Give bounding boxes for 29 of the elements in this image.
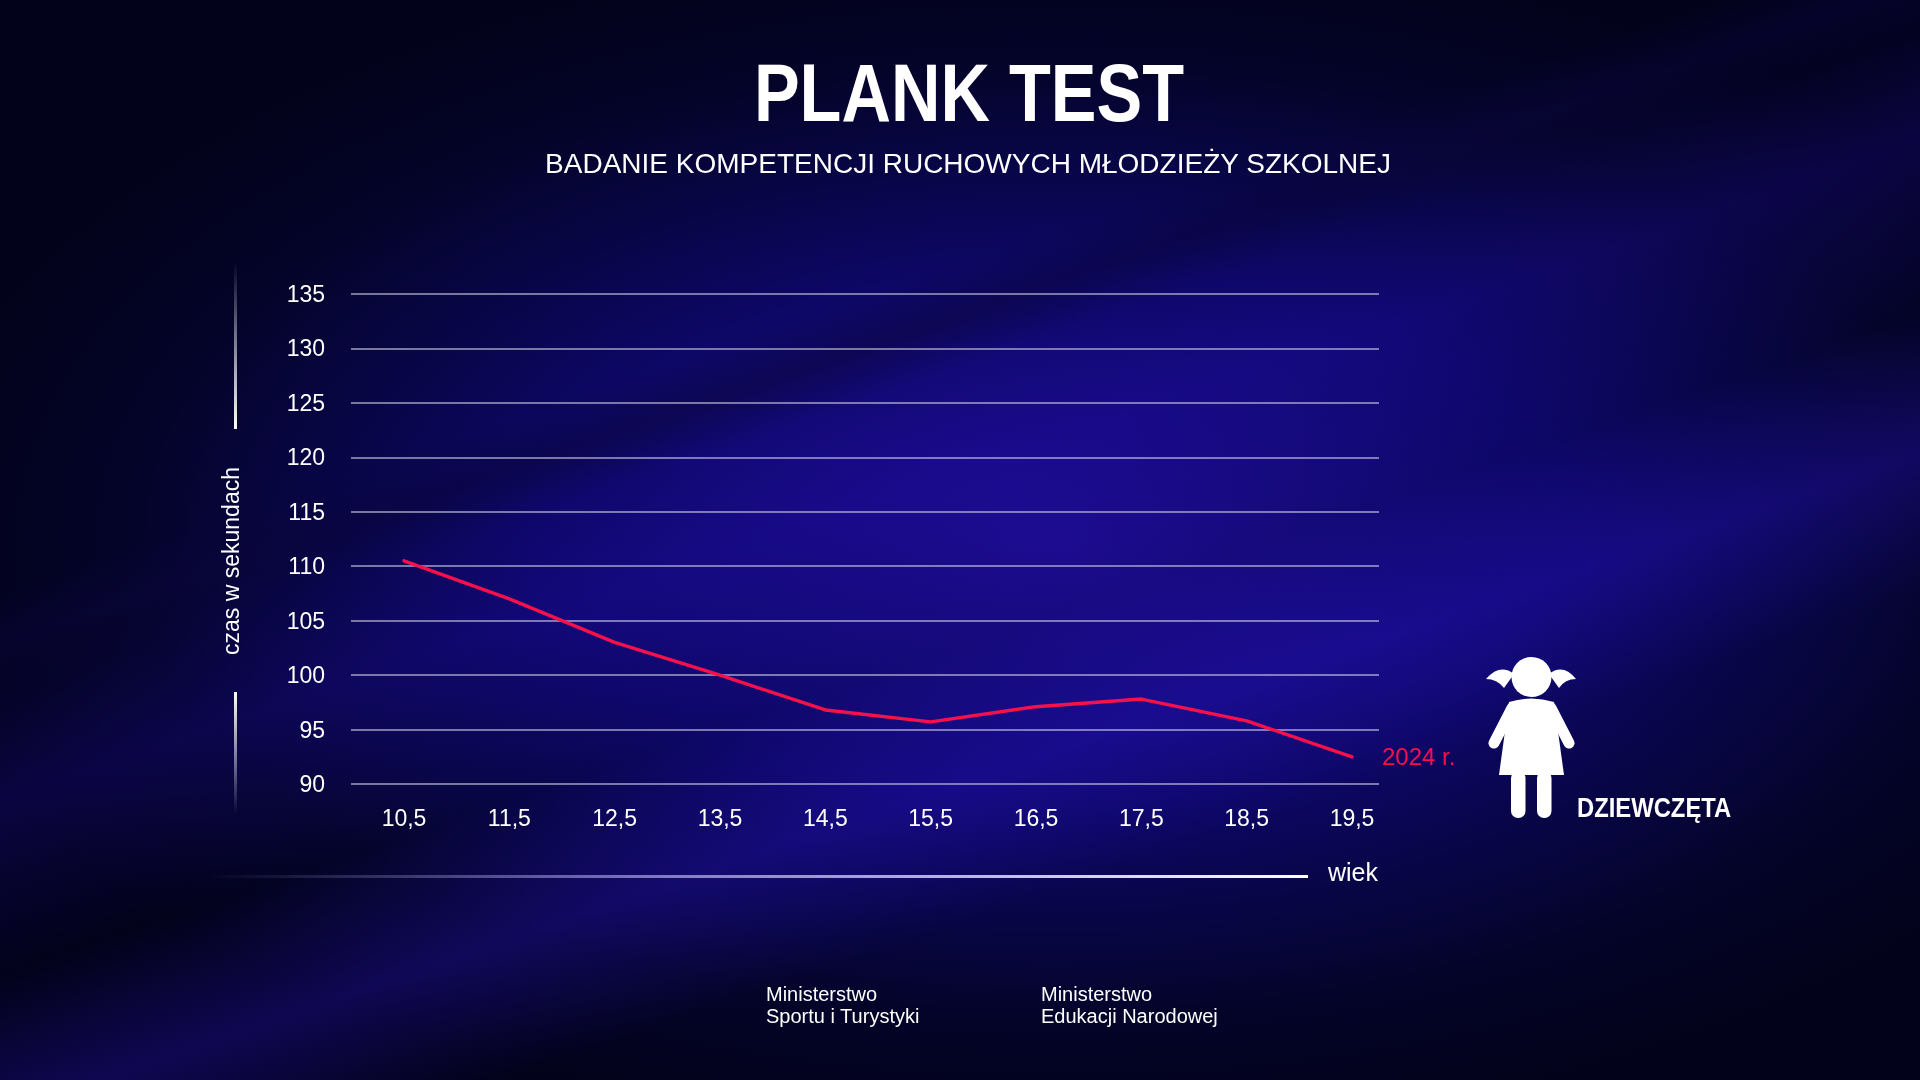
y-tick-label: 105	[286, 607, 325, 634]
line-series	[402, 559, 1354, 759]
y-tick-label: 120	[286, 444, 325, 471]
x-tick-label: 18,5	[1224, 804, 1270, 831]
chart-title: PLANK TEST	[753, 48, 1185, 138]
y-tick-label: 135	[286, 281, 325, 307]
y-tick-label: 130	[286, 335, 325, 362]
x-tick-label: 17,5	[1118, 804, 1164, 831]
y-tick-label: 115	[288, 498, 325, 525]
text: DZIEWCZĘTA	[1577, 792, 1732, 823]
x-tick-label: 10,5	[381, 804, 427, 831]
x-tick-label: 16,5	[1013, 804, 1059, 831]
x-axis-title: wiek	[1327, 858, 1379, 886]
y-tick-label: 90	[299, 771, 325, 797]
x-tick-label: 14,5	[802, 804, 848, 831]
x-tick-label: 11,5	[487, 804, 531, 831]
x-tick-label: 13,5	[697, 804, 743, 831]
x-tick-label: 19,5	[1329, 804, 1375, 831]
y-tick-label: 125	[286, 389, 325, 416]
x-tick-label: 15,5	[908, 804, 954, 831]
y-tick-label: 100	[286, 662, 325, 689]
text: Ministerstwo Sportu i Turystyki	[766, 983, 921, 1027]
chart-subtitle: BADANIE KOMPETENCJI RUCHOWYCH MŁODZIEŻY SZKOLNEJ	[545, 148, 1391, 179]
x-tick-label: 12,5	[592, 804, 638, 831]
y-tick-label: 95	[299, 716, 325, 743]
text: Ministerstwo Edukacji Narodowej	[1041, 983, 1219, 1027]
y-axis-title: czas w sekundach	[218, 467, 244, 655]
y-tick-label: 110	[288, 553, 325, 580]
series-label: 2024 r.	[1382, 743, 1456, 771]
